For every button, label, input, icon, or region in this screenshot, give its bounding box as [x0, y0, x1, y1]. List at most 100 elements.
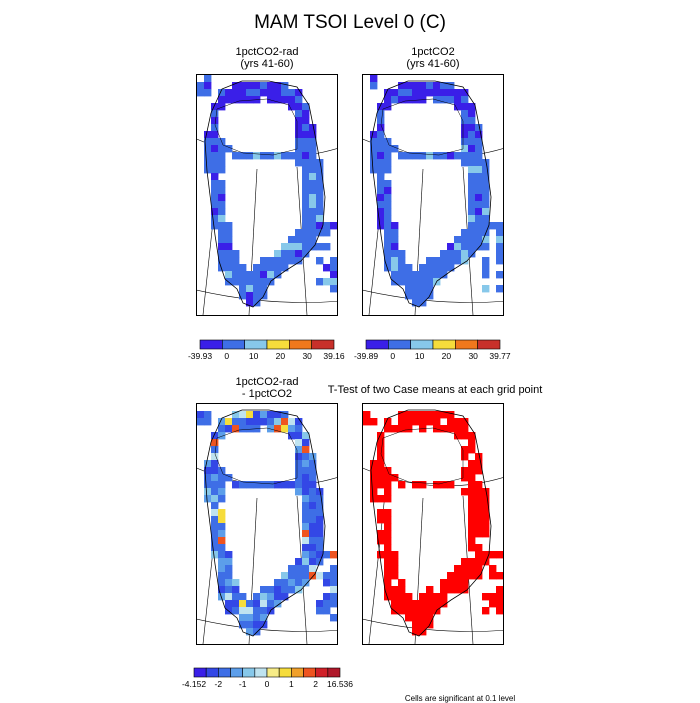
grid-cell [295, 439, 303, 447]
grid-cell [295, 131, 303, 139]
grid-cell [225, 418, 233, 426]
grid-cell [218, 250, 226, 258]
grid-cell [260, 593, 268, 601]
grid-cell [468, 530, 476, 538]
colorbar-2: -39.89 0 10 20 30 39.77 [354, 339, 511, 364]
grid-cell [426, 411, 434, 419]
grid-cell [363, 411, 371, 419]
grid-cell [211, 117, 219, 125]
grid-cell [398, 89, 406, 97]
grid-cell [384, 544, 392, 552]
grid-cell [440, 96, 448, 104]
grid-cell [302, 152, 310, 160]
grid-cell [288, 236, 296, 244]
grid-cell [391, 593, 399, 601]
grid-cell [475, 467, 483, 475]
grid-cell [330, 264, 337, 272]
grid-cell [468, 467, 476, 475]
grid-cell [204, 495, 212, 503]
grid-cell [461, 96, 469, 104]
grid-cell [440, 586, 448, 594]
grid-cell [218, 257, 226, 265]
grid-cell [295, 579, 303, 587]
grid-cell [253, 264, 261, 272]
grid-cell [309, 194, 317, 202]
grid-cell [288, 96, 296, 104]
grid-cell [253, 278, 261, 286]
grid-cell [316, 243, 324, 251]
grid-cell [267, 96, 275, 104]
grid-cell [440, 593, 448, 601]
grid-cell [302, 250, 310, 258]
grid-cell [461, 89, 469, 97]
grid-cell [302, 509, 310, 517]
grid-cell [384, 194, 392, 202]
grid-cell [246, 621, 254, 629]
grid-cell [232, 278, 240, 286]
grid-cell [288, 257, 296, 265]
grid-cell [309, 502, 317, 510]
grid-cell [426, 264, 434, 272]
grid-cell [447, 89, 455, 97]
grid-cell [218, 425, 226, 433]
grid-cell [281, 593, 289, 601]
grid-cell [468, 180, 476, 188]
grid-cell [267, 481, 275, 489]
grid-cell [316, 194, 324, 202]
grid-cell [295, 103, 303, 111]
ice-margin-line [214, 427, 298, 485]
grid-cell [475, 138, 483, 146]
grid-cell [433, 600, 441, 608]
colorbar-label: 30 [302, 351, 312, 361]
grid-cell [288, 425, 296, 433]
grid-cell [412, 418, 420, 426]
grid-cell [253, 481, 261, 489]
grid-cell [440, 271, 448, 279]
grid-cell [330, 285, 337, 293]
grid-cell [330, 551, 337, 559]
colorbar-swatch [291, 667, 304, 678]
grid-cell [370, 166, 378, 174]
grid-cell [281, 425, 289, 433]
colorbar-label: 16.536 [327, 679, 353, 689]
grid-cell [253, 292, 261, 300]
grid-cell [309, 523, 317, 531]
grid-cell [433, 96, 441, 104]
grid-cell [218, 236, 226, 244]
grid-cell [211, 187, 219, 195]
grid-cell [454, 250, 462, 258]
grid-cell [433, 82, 441, 90]
grid-cell [496, 222, 503, 230]
grid-cell [440, 82, 448, 90]
grid-cell [405, 411, 413, 419]
grid-cell [302, 446, 310, 454]
grid-cell [419, 614, 427, 622]
grid-cell [461, 474, 469, 482]
grid-cell [309, 558, 317, 566]
grid-cell [461, 418, 469, 426]
grid-cell [309, 138, 317, 146]
grid-cell [482, 222, 490, 230]
grid-cell [302, 110, 310, 118]
grid-cell [225, 96, 233, 104]
grid-cell [426, 278, 434, 286]
grid-cell [316, 544, 324, 552]
grid-cell [281, 89, 289, 97]
grid-cell [309, 173, 317, 181]
grid-cell [391, 572, 399, 580]
grid-cell [309, 453, 317, 461]
grid-cell [302, 474, 310, 482]
grid-cell [482, 509, 490, 517]
grid-cell [288, 89, 296, 97]
grid-cell [384, 243, 392, 251]
grid-cell [246, 299, 254, 307]
grid-cell [225, 565, 233, 573]
grid-cell [405, 89, 413, 97]
grid-cell [302, 495, 310, 503]
grid-cell [253, 82, 261, 90]
grid-cell [225, 474, 233, 482]
grid-cell [426, 593, 434, 601]
grid-cell [246, 89, 254, 97]
grid-cell [225, 600, 233, 608]
grid-cell [309, 145, 317, 153]
